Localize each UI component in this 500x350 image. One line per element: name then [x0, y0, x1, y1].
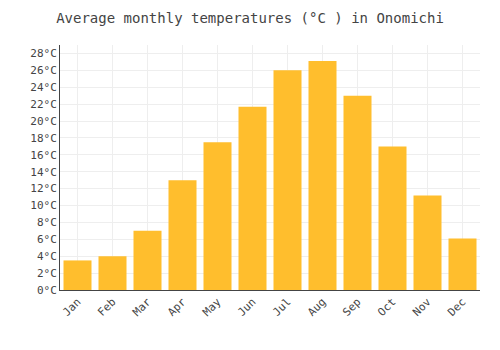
svg-text:12°C: 12°C: [30, 182, 57, 195]
svg-text:18°C: 18°C: [30, 132, 57, 145]
svg-text:Jun: Jun: [235, 296, 258, 319]
svg-text:Dec: Dec: [445, 296, 468, 319]
svg-text:28°C: 28°C: [30, 47, 57, 60]
svg-text:Aug: Aug: [305, 296, 328, 319]
svg-text:2°C: 2°C: [37, 267, 57, 280]
svg-text:0°C: 0°C: [37, 284, 57, 297]
svg-text:10°C: 10°C: [30, 199, 57, 212]
svg-text:Jan: Jan: [60, 296, 83, 319]
svg-text:20°C: 20°C: [30, 115, 57, 128]
svg-text:22°C: 22°C: [30, 98, 57, 111]
svg-text:Feb: Feb: [95, 296, 118, 319]
svg-text:6°C: 6°C: [37, 233, 57, 246]
svg-text:Apr: Apr: [165, 295, 189, 319]
svg-text:Nov: Nov: [410, 295, 434, 319]
svg-text:Average monthly temperatures (: Average monthly temperatures (°C ) in On…: [56, 10, 444, 26]
svg-text:Mar: Mar: [130, 295, 154, 319]
svg-text:Oct: Oct: [375, 296, 398, 319]
svg-text:Jul: Jul: [270, 296, 293, 319]
svg-text:4°C: 4°C: [37, 250, 57, 263]
svg-text:16°C: 16°C: [30, 149, 57, 162]
svg-text:May: May: [200, 295, 224, 319]
svg-text:Sep: Sep: [340, 296, 363, 319]
svg-text:26°C: 26°C: [30, 64, 57, 77]
svg-text:8°C: 8°C: [37, 216, 57, 229]
svg-text:24°C: 24°C: [30, 81, 57, 94]
svg-text:14°C: 14°C: [30, 166, 57, 179]
